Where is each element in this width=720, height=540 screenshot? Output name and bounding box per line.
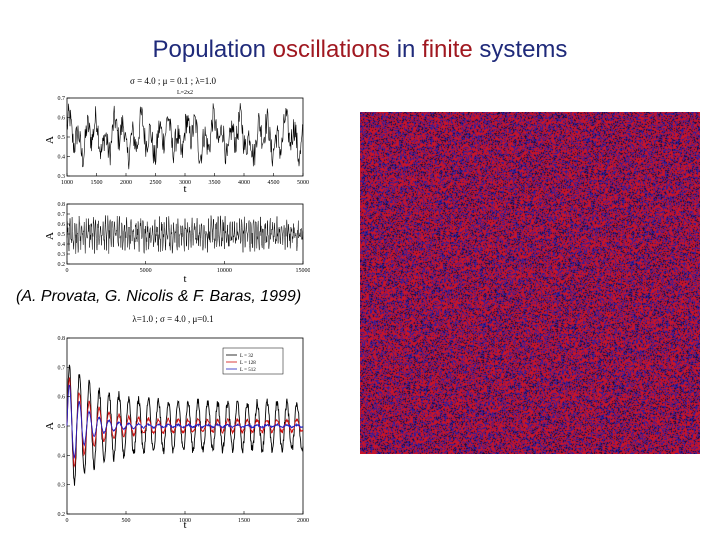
y-tick-label: 0.7 <box>58 96 66 102</box>
x-axis-label: t <box>183 519 186 530</box>
citation: (A. Provata, G. Nicolis & F. Baras, 1999… <box>16 288 302 305</box>
x-tick-label: 4500 <box>268 180 280 186</box>
x-tick-label: 1500 <box>91 180 103 186</box>
x-tick-label: 1000 <box>179 518 191 524</box>
x-ticks: 0 5000 10000 15000 <box>66 261 311 274</box>
x-tick-label: 2500 <box>150 180 162 186</box>
y-axis-label: A <box>45 136 56 144</box>
legend-entry: L = 128 <box>240 361 256 366</box>
series-line-l512 <box>66 384 304 460</box>
title-part: Population <box>152 36 273 63</box>
title-part-highlight: oscillations <box>272 36 391 63</box>
x-tick-label: 4000 <box>238 180 250 186</box>
y-tick-label: 0.6 <box>58 395 66 401</box>
x-ticks: 1000 1500 2000 2500 3000 3500 4000 4500 5000 <box>61 173 309 186</box>
title-part: in <box>390 36 423 63</box>
y-tick-label: 0.4 <box>58 242 66 248</box>
x-axis-label: t <box>183 273 186 284</box>
x-tick-label: 3500 <box>209 180 221 186</box>
y-ticks: 0.8 0.7 0.6 0.5 0.4 0.3 0.2 <box>58 336 70 518</box>
y-tick-label: 0.2 <box>58 512 66 518</box>
y-tick-label: 0.3 <box>58 252 66 258</box>
legend-entry: L = 512 <box>240 368 256 373</box>
series-line-l32 <box>66 364 304 486</box>
legend-entry: L = 32 <box>240 354 254 359</box>
y-tick-label: 0.4 <box>58 453 66 459</box>
x-tick-label: 5000 <box>297 180 309 186</box>
slide-title: Population oscillations in finite system… <box>0 36 720 64</box>
x-tick-label: 500 <box>122 518 131 524</box>
x-tick-label: 1000 <box>61 180 73 186</box>
x-tick-label: 0 <box>66 268 69 274</box>
plot-middle: 0 5000 10000 15000 0.80.70.60.50.40.30.2 t … <box>45 202 311 284</box>
y-tick-label: 0.6 <box>58 222 66 228</box>
plot-top: σ = 4.0 ; μ = 0.1 ; λ=1.0 L=2x2 1000 1500… <box>45 76 309 194</box>
y-tick-label: 0.7 <box>58 212 66 218</box>
x-tick-label: 10000 <box>217 268 232 274</box>
y-tick-label: 0.5 <box>58 232 66 238</box>
lattice-simulation-image <box>360 112 700 454</box>
x-tick-label: 2000 <box>297 518 309 524</box>
x-tick-label: 15000 <box>296 268 311 274</box>
x-ticks: 0 500 1000 1500 2000 <box>66 511 309 524</box>
y-tick-label: 0.2 <box>58 262 66 268</box>
y-tick-label: 0.8 <box>58 336 66 342</box>
x-tick-label: 2000 <box>120 180 132 186</box>
series-line-l128 <box>66 377 304 468</box>
legend: L = 32 L = 128 L = 512 <box>222 347 284 375</box>
x-tick-label: 5000 <box>140 268 152 274</box>
x-tick-label: 3000 <box>179 180 191 186</box>
title-part: systems <box>472 36 568 63</box>
title-part-highlight: finite <box>422 36 473 63</box>
series-line <box>66 103 304 170</box>
series-line <box>66 215 304 254</box>
y-tick-label: 0.3 <box>58 174 66 180</box>
y-tick-label: 0.8 <box>58 202 66 208</box>
y-tick-label: 0.5 <box>58 424 66 430</box>
y-axis-label: A <box>45 422 56 430</box>
plot-bottom: λ=1.0 ; σ = 4.0 , μ=0.1 L = 32 L = 128 L… <box>45 314 309 530</box>
plot-title: σ = 4.0 ; μ = 0.1 ; λ=1.0 <box>130 76 217 86</box>
y-tick-label: 0.4 <box>58 155 66 161</box>
y-tick-label: 0.3 <box>58 483 66 489</box>
legend-box <box>222 347 284 375</box>
y-ticks: 0.7 0.6 0.5 0.4 0.3 <box>58 96 70 180</box>
x-axis-label: t <box>183 183 186 194</box>
x-tick-label: 1500 <box>238 518 250 524</box>
plot-title: λ=1.0 ; σ = 4.0 , μ=0.1 <box>132 314 213 324</box>
y-ticks: 0.8 0.7 0.6 0.5 0.4 0.3 0.2 <box>58 202 70 268</box>
y-tick-label: 0.5 <box>58 135 66 141</box>
plot-subtitle: L=2x2 <box>177 90 193 96</box>
x-tick-label: 0 <box>66 518 69 524</box>
y-axis-label: A <box>45 232 56 240</box>
y-tick-label: 0.7 <box>58 365 66 371</box>
y-tick-label: 0.6 <box>58 116 66 122</box>
